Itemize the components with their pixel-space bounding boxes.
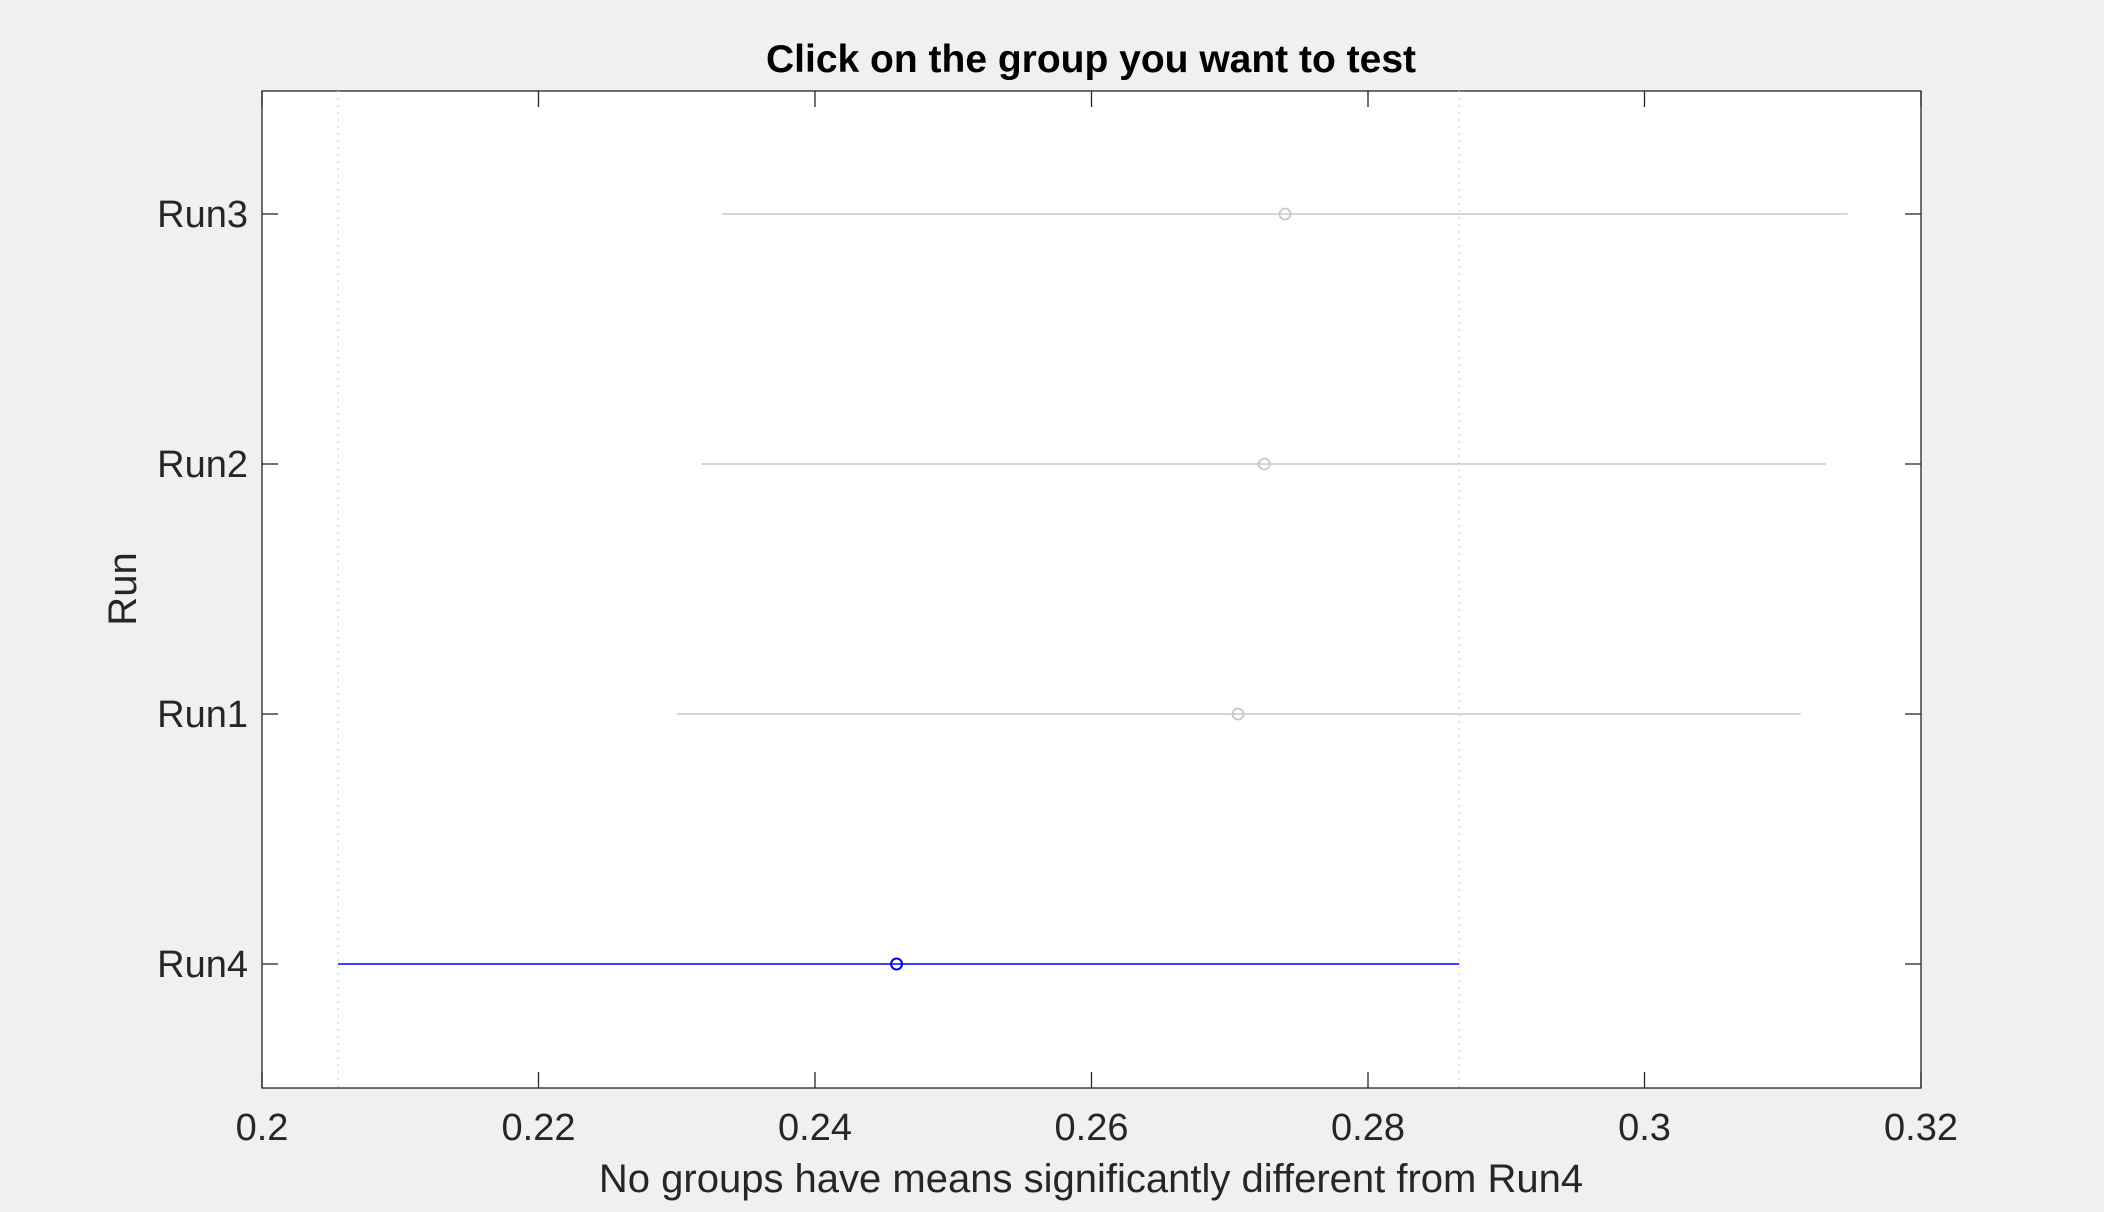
y-tick-label-run1[interactable]: Run1 bbox=[157, 694, 248, 736]
y-tick-label-run4[interactable]: Run4 bbox=[157, 944, 248, 986]
mean-marker-run3[interactable] bbox=[1278, 207, 1292, 221]
x-tick-label: 0.28 bbox=[1331, 1107, 1405, 1149]
x-tick-labels: 0.2 0.22 0.24 0.26 0.28 0.3 0.32 bbox=[236, 1107, 1958, 1149]
x-axis-label: No groups have means significantly diffe… bbox=[599, 1157, 1583, 1201]
plot-area[interactable] bbox=[261, 90, 1922, 1089]
x-tick-label: 0.22 bbox=[502, 1107, 576, 1149]
x-tick-label: 0.26 bbox=[1055, 1107, 1129, 1149]
y-axis-label: Run bbox=[101, 552, 145, 625]
x-tick-label: 0.3 bbox=[1618, 1107, 1671, 1149]
axis-ticks bbox=[261, 91, 1922, 1088]
mean-marker-run1[interactable] bbox=[1231, 707, 1245, 721]
chart-title: Click on the group you want to test bbox=[766, 38, 1416, 81]
y-tick-label-run3[interactable]: Run3 bbox=[157, 194, 248, 236]
x-tick-label: 0.24 bbox=[778, 1107, 852, 1149]
mean-marker-run4[interactable] bbox=[890, 957, 904, 971]
y-tick-label-run2[interactable]: Run2 bbox=[157, 444, 248, 486]
y-tick-labels: Run3 Run2 Run1 Run4 bbox=[157, 194, 248, 986]
x-tick-label: 0.32 bbox=[1884, 1107, 1958, 1149]
comparison-intervals bbox=[338, 207, 1848, 971]
reference-lines bbox=[337, 91, 1460, 1088]
x-tick-label: 0.2 bbox=[236, 1107, 289, 1149]
mean-marker-run2[interactable] bbox=[1257, 457, 1271, 471]
